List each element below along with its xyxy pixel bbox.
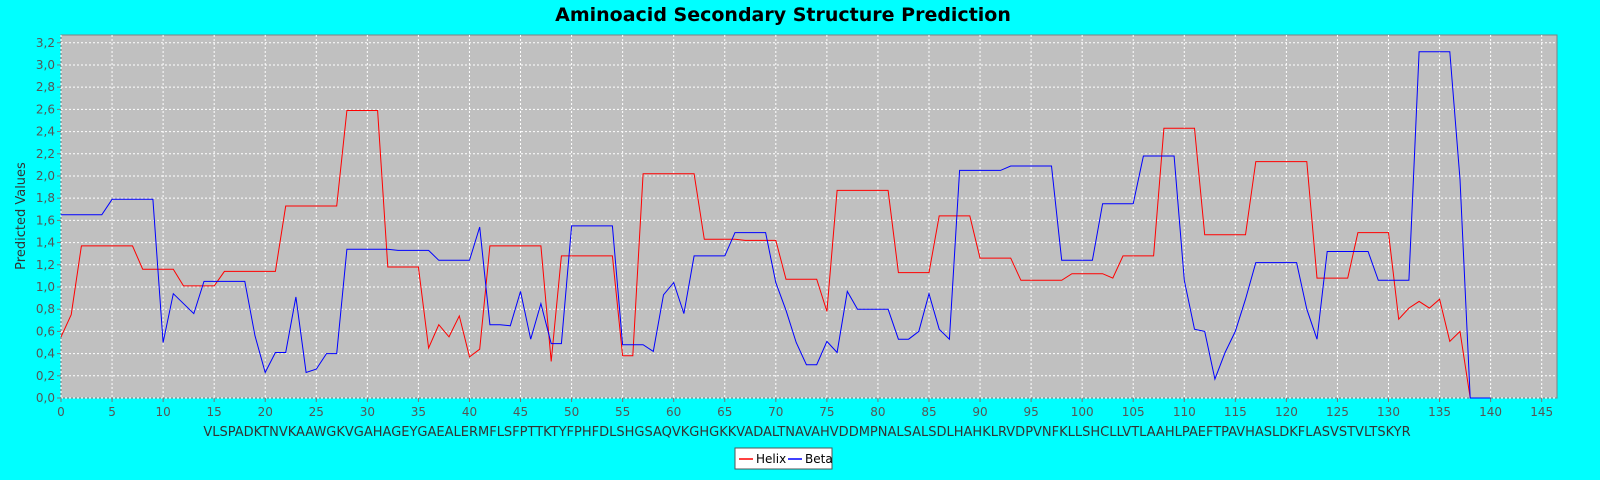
grid-lines: [60, 35, 1557, 399]
x-tick-label: 90: [972, 405, 987, 419]
x-tick-label: 5: [108, 405, 116, 419]
y-tick-label: 0,4: [36, 347, 55, 361]
x-tick-label: 80: [870, 405, 885, 419]
x-tick-label: 125: [1326, 405, 1349, 419]
x-tick-label: 20: [258, 405, 273, 419]
x-tick-label: 95: [1023, 405, 1038, 419]
x-tick-label: 100: [1071, 405, 1094, 419]
chart-title: Aminoacid Secondary Structure Prediction: [555, 4, 1011, 26]
y-tick-label: 1,8: [36, 191, 55, 205]
x-tick-label: 140: [1479, 405, 1502, 419]
x-tick-label: 30: [360, 405, 375, 419]
y-tick-label: 3,0: [36, 58, 55, 72]
legend-label-beta: Beta: [805, 452, 833, 466]
x-tick-label: 45: [513, 405, 528, 419]
x-tick-label: 0: [57, 405, 65, 419]
plot-area: [60, 34, 1558, 399]
y-tick-label: 0,0: [36, 391, 55, 405]
x-tick-label: 25: [309, 405, 324, 419]
x-tick-label: 60: [666, 405, 681, 419]
x-tick-label: 15: [207, 405, 222, 419]
y-tick-label: 2,2: [36, 147, 55, 161]
y-tick-label: 0,8: [36, 302, 55, 316]
y-tick-label: 2,4: [36, 125, 55, 139]
x-tick-label: 40: [462, 405, 477, 419]
y-tick-label: 1,0: [36, 280, 55, 294]
legend-label-helix: Helix: [756, 452, 786, 466]
x-tick-label: 85: [921, 405, 936, 419]
y-tick-label: 2,8: [36, 80, 55, 94]
x-tick-label: 50: [564, 405, 579, 419]
x-tick-label: 115: [1224, 405, 1247, 419]
y-tick-label: 2,0: [36, 169, 55, 183]
x-tick-label: 145: [1530, 405, 1553, 419]
x-tick-label: 135: [1428, 405, 1451, 419]
x-tick-label: 55: [615, 405, 630, 419]
x-tick-label: 110: [1173, 405, 1196, 419]
y-axis-ticks: 0,0 0,2 0,4 0,6 0,8 1,0 1,2 1,4 1,6 1,8 2,0 2,2 2,4 2…: [36, 36, 61, 405]
x-tick-label: 105: [1122, 405, 1145, 419]
y-tick-label: 1,2: [36, 258, 55, 272]
series-line-beta: [61, 51, 1491, 399]
y-tick-label: 0,2: [36, 369, 55, 383]
y-tick-label: 1,6: [36, 213, 55, 227]
x-axis-ticks: 0 5 10 15 20 25 30 35 40 45 50 55 60 65 70 75 80 85 90 95 10…: [57, 398, 1553, 419]
x-tick-label: 35: [411, 405, 426, 419]
x-tick-label: 120: [1275, 405, 1298, 419]
x-tick-label: 10: [155, 405, 170, 419]
x-tick-label: 75: [819, 405, 834, 419]
y-axis-label: Predicted Values: [14, 162, 29, 270]
x-tick-label: 65: [717, 405, 732, 419]
y-tick-label: 3,2: [36, 36, 55, 50]
series-line-helix: [60, 110, 1491, 399]
y-tick-label: 2,6: [36, 102, 55, 116]
x-tick-label: 70: [768, 405, 783, 419]
y-tick-label: 0,6: [36, 324, 55, 338]
y-tick-label: 1,4: [36, 236, 55, 250]
x-tick-label: 130: [1377, 405, 1400, 419]
series-lines: [60, 51, 1491, 399]
x-axis-label: VLSPADKTNVKAAWGKVGAHAGEYGAEALERMFLSFPTTK…: [203, 425, 1410, 440]
legend: Helix Beta: [734, 447, 833, 470]
